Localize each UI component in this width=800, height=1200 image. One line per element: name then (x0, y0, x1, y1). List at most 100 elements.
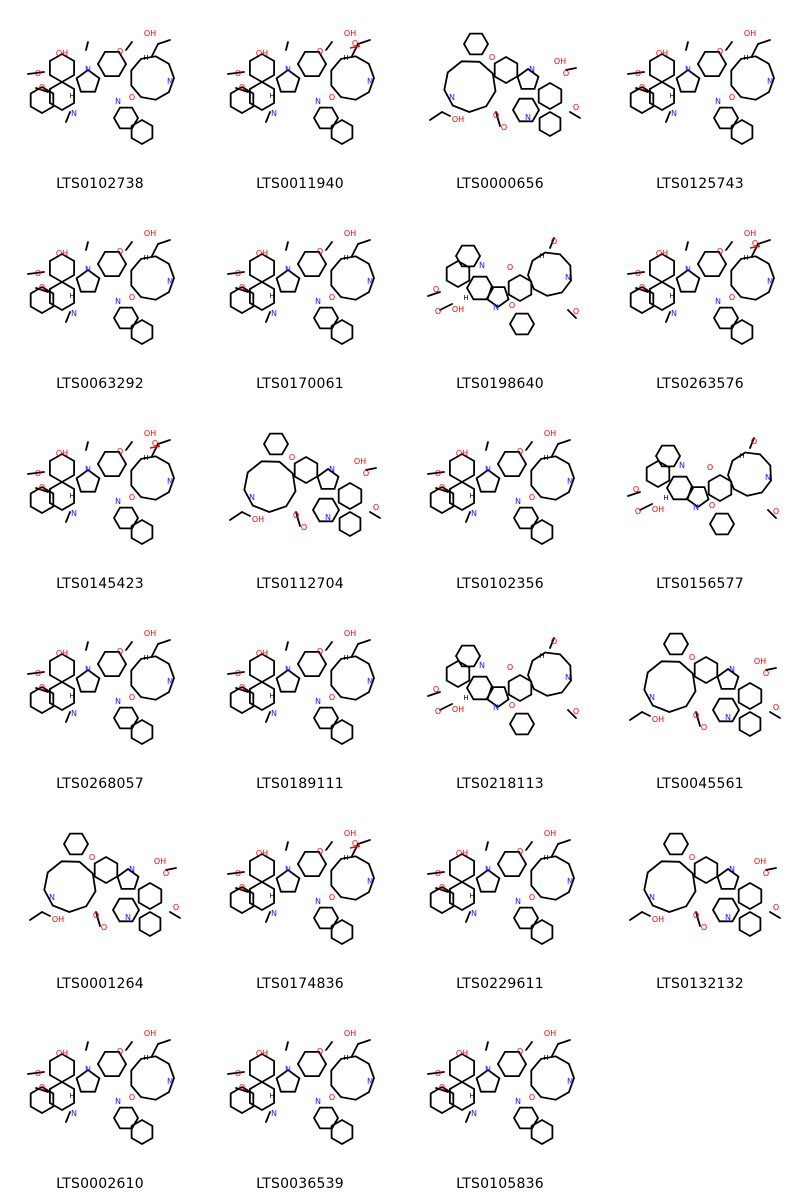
svg-text:O: O (239, 1083, 245, 1092)
svg-text:H: H (343, 654, 348, 662)
svg-text:N: N (565, 673, 571, 682)
svg-text:N: N (71, 1109, 77, 1118)
svg-text:O: O (501, 123, 507, 132)
svg-text:N: N (367, 677, 373, 686)
svg-text:O: O (35, 469, 41, 478)
molecule-id-label: LTS0102356 (456, 576, 544, 592)
svg-text:O: O (701, 923, 707, 932)
svg-text:N: N (485, 1065, 491, 1074)
svg-text:N: N (679, 461, 685, 470)
svg-text:O: O (352, 39, 358, 48)
svg-text:O: O (152, 439, 158, 448)
svg-text:OH: OH (656, 249, 668, 258)
molecule-cell: N N N N O O OH O O OH H H LTS0036539 (200, 1000, 400, 1200)
molecule-id-label: LTS0156577 (656, 576, 744, 592)
molecule-cell: O N N N N O O OH O O OH H H LTS0174836 (200, 800, 400, 1000)
svg-text:O: O (763, 669, 769, 678)
svg-text:OH: OH (252, 515, 264, 524)
svg-text:O: O (701, 723, 707, 732)
svg-text:H: H (539, 252, 544, 260)
molecule-cell: N N N N O O OH O O OH H H LTS0125743 (600, 0, 800, 200)
svg-text:O: O (39, 283, 45, 292)
svg-text:O: O (751, 437, 757, 446)
molecule-id-label: LTS0189111 (256, 776, 344, 792)
svg-text:N: N (367, 277, 373, 286)
svg-text:O: O (239, 83, 245, 92)
svg-text:H: H (669, 92, 674, 100)
molecule-cell: N N N O O OH O O O O H H LTS0218113 (400, 600, 600, 800)
svg-text:OH: OH (256, 49, 268, 58)
svg-text:O: O (329, 293, 335, 302)
svg-text:O: O (689, 853, 695, 862)
svg-text:N: N (367, 877, 373, 886)
svg-text:O: O (633, 485, 639, 494)
svg-text:N: N (471, 509, 477, 518)
svg-text:N: N (529, 65, 535, 74)
svg-text:OH: OH (652, 915, 664, 924)
svg-text:O: O (117, 447, 123, 456)
svg-text:O: O (551, 637, 557, 646)
svg-text:N: N (249, 493, 255, 502)
svg-text:O: O (752, 239, 758, 248)
svg-text:O: O (39, 483, 45, 492)
svg-text:O: O (573, 103, 579, 112)
svg-text:N: N (315, 1097, 321, 1106)
svg-text:O: O (93, 911, 99, 920)
svg-text:N: N (85, 265, 91, 274)
svg-text:O: O (507, 263, 513, 272)
svg-text:O: O (317, 647, 323, 656)
svg-text:O: O (129, 1093, 135, 1102)
svg-text:O: O (717, 47, 723, 56)
svg-text:O: O (129, 93, 135, 102)
molecule-cell: N N N N O O OH O O OH H H LTS0189111 (200, 600, 400, 800)
svg-text:N: N (167, 1077, 173, 1086)
svg-text:N: N (479, 661, 485, 670)
svg-text:OH: OH (652, 715, 664, 724)
svg-text:OH: OH (56, 1049, 68, 1058)
svg-text:H: H (463, 294, 468, 302)
svg-text:O: O (235, 269, 241, 278)
svg-text:O: O (39, 83, 45, 92)
svg-text:N: N (85, 65, 91, 74)
svg-text:N: N (285, 265, 291, 274)
molecule-cell: N N N N O O OH O O OH H H LTS0105836 (400, 1000, 600, 1200)
svg-text:N: N (71, 509, 77, 518)
molecule-cell: N N N N O O OH O O OH H H LTS0102738 (0, 0, 200, 200)
svg-text:N: N (315, 697, 321, 706)
svg-text:N: N (71, 709, 77, 718)
svg-text:OH: OH (344, 1029, 356, 1038)
svg-text:OH: OH (554, 57, 566, 66)
svg-text:N: N (125, 913, 131, 922)
svg-text:O: O (435, 307, 441, 316)
svg-text:O: O (239, 683, 245, 692)
svg-text:N: N (271, 1109, 277, 1118)
svg-text:O: O (693, 711, 699, 720)
svg-text:H: H (269, 692, 274, 700)
svg-text:N: N (167, 477, 173, 486)
svg-text:OH: OH (56, 49, 68, 58)
svg-text:O: O (435, 707, 441, 716)
svg-text:O: O (529, 1093, 535, 1102)
svg-text:H: H (69, 692, 74, 700)
svg-text:N: N (285, 665, 291, 674)
svg-text:OH: OH (456, 449, 468, 458)
svg-text:H: H (69, 292, 74, 300)
svg-text:N: N (715, 97, 721, 106)
svg-text:H: H (543, 454, 548, 462)
svg-text:O: O (493, 111, 499, 120)
svg-text:O: O (507, 663, 513, 672)
molecule-cell: N N N N O O OH O O OH H H LTS0102356 (400, 400, 600, 600)
svg-text:H: H (143, 254, 148, 262)
svg-text:N: N (367, 77, 373, 86)
molecule-id-label: LTS0001264 (56, 976, 144, 992)
svg-text:O: O (635, 507, 641, 516)
svg-text:OH: OH (456, 849, 468, 858)
molecule-id-label: LTS0011940 (256, 176, 344, 192)
svg-text:O: O (89, 853, 95, 862)
